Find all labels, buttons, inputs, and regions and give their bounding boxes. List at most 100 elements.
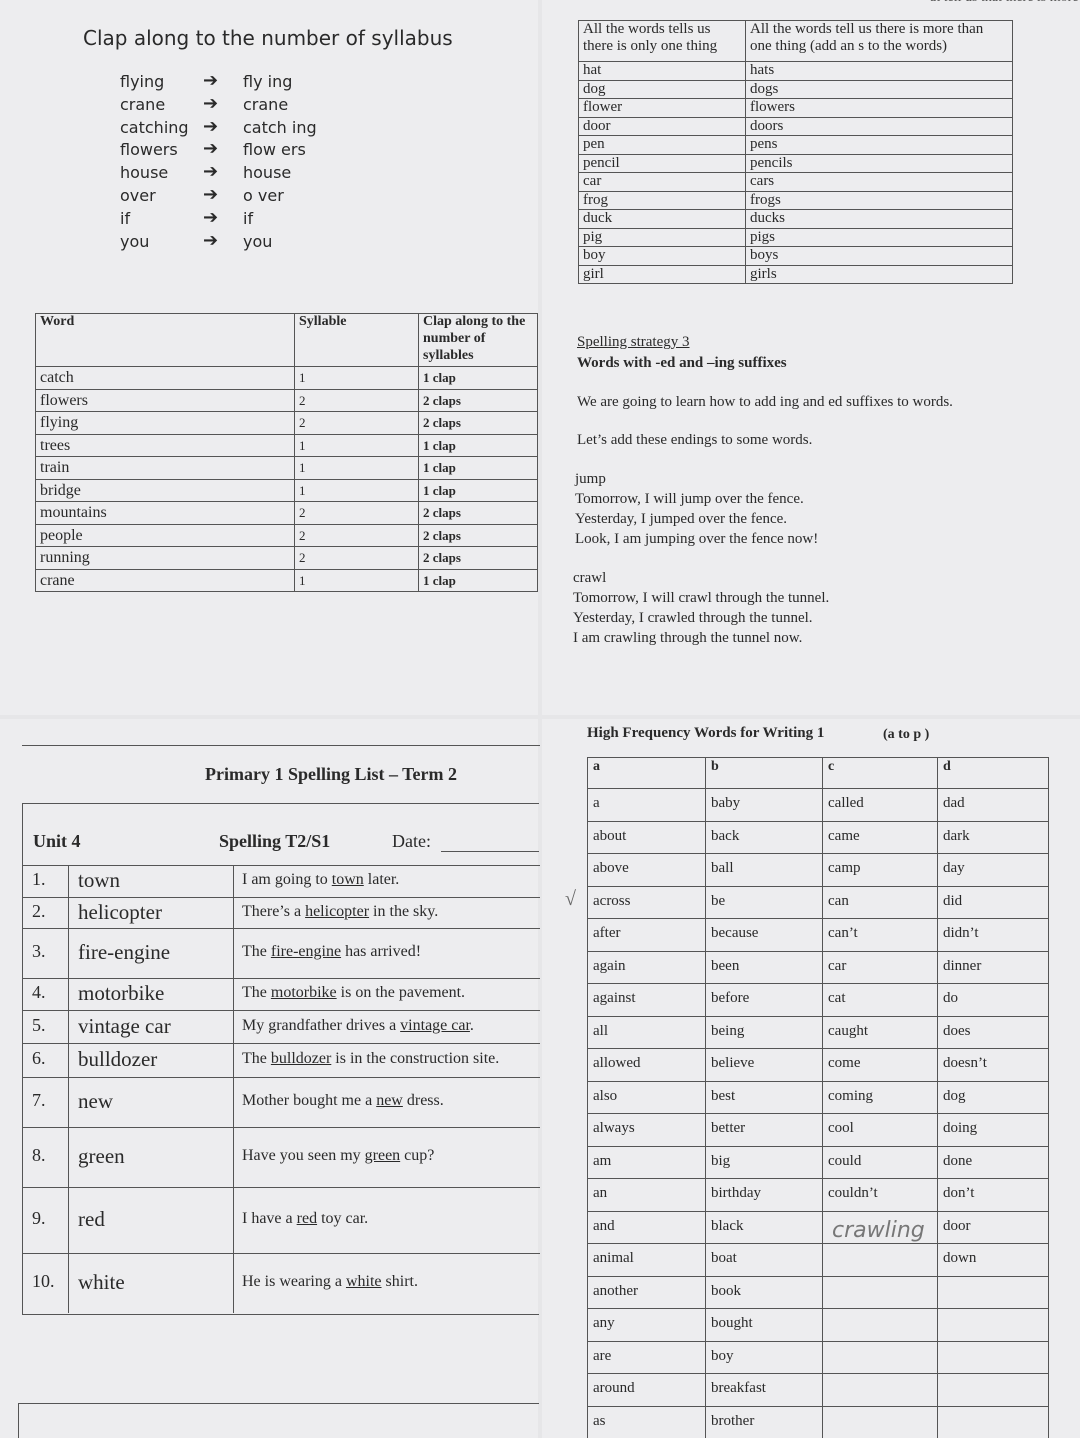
cell: flying xyxy=(35,411,295,435)
word: you xyxy=(120,231,150,251)
word-split: catch ing xyxy=(243,117,317,137)
row-line xyxy=(22,928,540,929)
code: Spelling T2/S1 xyxy=(219,831,331,851)
row-line xyxy=(587,1340,1048,1342)
date-line xyxy=(441,851,539,852)
cell: hat xyxy=(578,61,746,81)
word: big xyxy=(711,1152,731,1169)
sentence: There’s a helicopter in the sky. xyxy=(242,902,439,920)
row-line xyxy=(22,1043,540,1044)
word: about xyxy=(593,827,627,844)
cell: pencil xyxy=(578,153,746,173)
word: day xyxy=(943,860,965,876)
word: brother xyxy=(711,1412,755,1429)
word: been xyxy=(711,957,740,974)
word: dark xyxy=(943,827,970,844)
cell: 1 clap xyxy=(418,478,538,502)
col-line xyxy=(1048,757,1049,1438)
word: cat xyxy=(828,990,846,1006)
cell: 1 xyxy=(294,478,419,502)
box xyxy=(18,1403,539,1438)
word: vintage car xyxy=(78,1013,171,1038)
cell: pen xyxy=(578,135,746,155)
arrow: ➔ xyxy=(203,206,219,228)
number: 6. xyxy=(32,1048,46,1068)
sentence: Tomorrow, I will crawl through the tunne… xyxy=(573,590,830,606)
word: car xyxy=(828,957,847,974)
col-line xyxy=(937,757,938,1438)
word: best xyxy=(711,1087,736,1104)
row-line xyxy=(587,950,1048,952)
row-line xyxy=(22,978,540,979)
cell: 2 xyxy=(294,388,419,412)
cell: 1 xyxy=(294,456,419,480)
word: animal xyxy=(593,1250,634,1266)
word: breakfast xyxy=(711,1380,766,1396)
sentence: The bulldozer is in the construction sit… xyxy=(242,1050,500,1067)
word: because xyxy=(711,925,759,941)
word: believe xyxy=(711,1055,755,1071)
number: 9. xyxy=(32,1208,46,1228)
word: better xyxy=(711,1120,746,1136)
row: duck ducks xyxy=(578,209,1013,229)
word: allowed xyxy=(593,1055,641,1071)
number: 8. xyxy=(32,1145,46,1165)
word: birthday xyxy=(711,1185,761,1201)
word: another xyxy=(593,1282,638,1299)
word: baby xyxy=(711,795,741,811)
col-line xyxy=(705,757,706,1438)
header-cell: Syllable xyxy=(294,313,419,367)
word: red xyxy=(78,1207,105,1231)
word: do xyxy=(943,990,958,1006)
word: after xyxy=(593,925,621,941)
cell: 1 xyxy=(294,433,419,457)
word-split: fly ing xyxy=(243,72,293,91)
row-line xyxy=(22,1077,540,1078)
number: 7. xyxy=(32,1090,46,1110)
col-line xyxy=(68,865,69,1313)
word: can xyxy=(828,892,849,909)
word: bought xyxy=(711,1315,753,1331)
word: helicopter xyxy=(78,899,162,924)
word: against xyxy=(593,990,636,1006)
row-line xyxy=(22,1253,540,1254)
word: catching xyxy=(120,117,189,137)
row-line xyxy=(587,1275,1048,1277)
cell: train xyxy=(35,456,295,480)
row-line xyxy=(587,1373,1048,1374)
cell: girl xyxy=(578,264,746,284)
cell: cars xyxy=(745,172,1013,192)
word: come xyxy=(828,1055,861,1071)
cell: pens xyxy=(745,135,1013,155)
word: didn’t xyxy=(943,925,979,941)
arrow: ➔ xyxy=(203,138,219,160)
arrow: ➔ xyxy=(203,92,219,114)
sentence: He is wearing a white shirt. xyxy=(242,1273,418,1290)
cell: frogs xyxy=(745,190,1013,210)
word-split: house xyxy=(243,163,292,183)
word: also xyxy=(593,1087,618,1104)
cell: 2 xyxy=(294,501,419,525)
header-cell: Word xyxy=(35,313,295,367)
word: all xyxy=(593,1022,608,1039)
word: flowers xyxy=(120,140,178,160)
word-split: you xyxy=(243,231,273,251)
number: 3. xyxy=(32,941,46,961)
word: dinner xyxy=(943,957,982,974)
cell: doors xyxy=(745,116,1013,136)
word: couldn’t xyxy=(828,1185,878,1201)
row: boy boys xyxy=(578,246,1013,266)
sentence: Mother bought me a new dress. xyxy=(242,1092,444,1109)
row-line xyxy=(22,1127,540,1128)
word: any xyxy=(593,1315,615,1331)
word: white xyxy=(78,1270,125,1294)
cell: catch xyxy=(35,366,295,390)
word: bulldozer xyxy=(78,1047,158,1071)
word: over xyxy=(120,186,156,205)
row: bridge 1 1 clap xyxy=(35,478,538,502)
paragraph: Let’s add these endings to some words. xyxy=(577,432,813,448)
word: dad xyxy=(943,795,965,811)
sentence: The motorbike is on the pavement. xyxy=(242,984,466,1001)
word: am xyxy=(593,1152,612,1169)
row-line xyxy=(587,1210,1048,1212)
